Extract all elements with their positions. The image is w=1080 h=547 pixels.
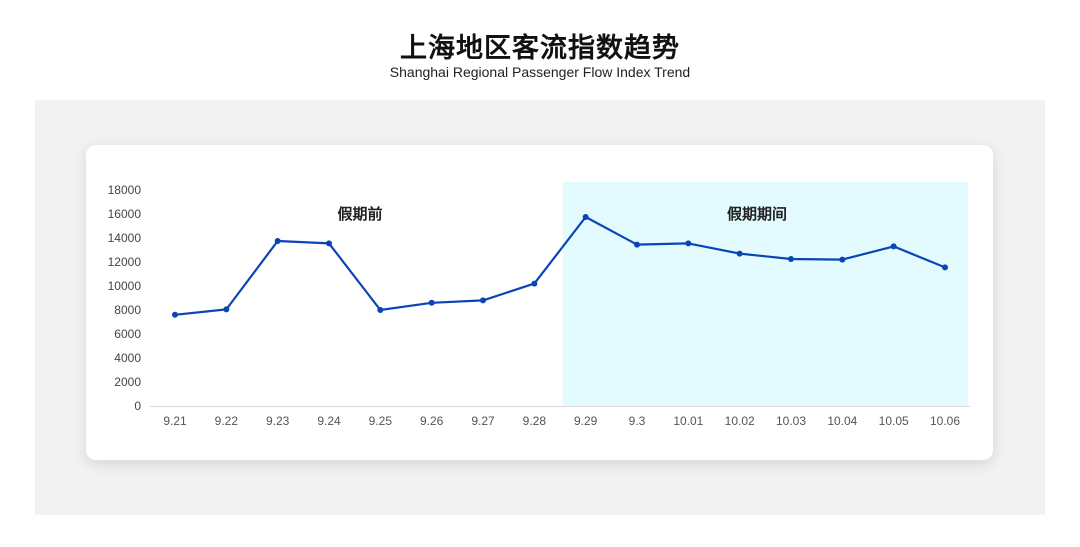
x-tick-label: 9.3 [629,414,646,428]
y-tick-label: 0 [134,399,141,413]
x-tick-label: 9.27 [471,414,495,428]
data-point [428,299,435,306]
page-title: 上海地区客流指数趋势 [400,33,680,64]
y-tick-label: 10000 [108,279,142,293]
data-point [377,307,384,313]
y-tick-label: 4000 [114,351,141,365]
holiday-shaded-region [562,182,968,406]
data-point [223,306,230,313]
data-point [942,264,948,271]
page-subtitle: Shanghai Regional Passenger Flow Index T… [389,64,691,80]
x-tick-label: 10.05 [879,414,909,428]
data-point [736,250,743,257]
y-tick-label: 2000 [114,375,141,389]
data-point [172,311,178,318]
x-tick-label: 10.06 [930,414,960,428]
x-tick-label: 10.02 [725,414,755,428]
y-tick-label: 14000 [108,231,142,245]
x-tick-label: 10.03 [776,414,806,428]
data-point [480,297,486,304]
y-tick-label: 12000 [108,255,142,269]
data-point [531,280,538,287]
x-tick-label: 9.21 [163,414,187,428]
data-point [274,238,281,244]
x-tick-label: 9.22 [215,414,239,428]
x-tick-label: 10.04 [827,414,857,428]
y-tick-label: 8000 [114,303,141,317]
data-point [582,214,589,220]
data-point [326,240,332,247]
data-point [890,243,897,250]
x-tick-label: 9.29 [574,414,598,428]
x-tick-label: 9.25 [369,414,393,428]
y-tick-label: 16000 [108,207,142,221]
data-point [685,240,692,247]
x-tick-label: 10.01 [673,414,703,428]
y-tick-label: 18000 [108,183,142,197]
data-point [788,256,794,262]
data-point [634,241,640,248]
x-tick-label: 9.24 [317,414,341,428]
series-line [174,215,946,316]
annotation-during-holiday: 假期期间 [727,205,787,223]
data-point [839,256,846,263]
x-tick-label: 9.28 [523,414,547,428]
x-tick-label: 9.26 [420,414,444,428]
x-tick-label: 9.23 [266,414,290,428]
y-tick-label: 6000 [114,327,141,341]
annotation-pre-holiday: 假期前 [337,205,382,223]
